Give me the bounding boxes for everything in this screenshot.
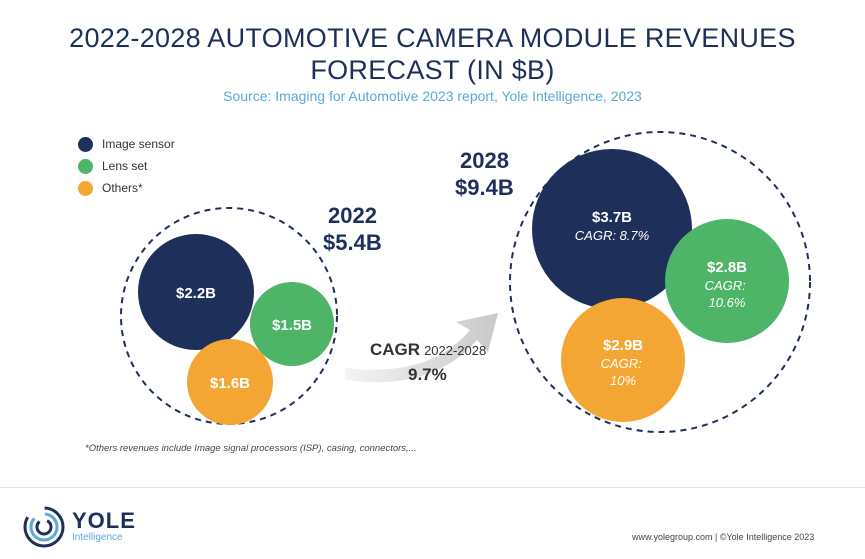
legend: Image sensor Lens set Others*: [78, 133, 175, 199]
footnote: *Others revenues include Image signal pr…: [85, 443, 417, 454]
overall-cagr-label: CAGR: [370, 340, 421, 359]
cagr-arrow: [345, 313, 498, 383]
footer-credits: www.yolegroup.com | ©Yole Intelligence 2…: [632, 532, 815, 542]
bubble-cagr-2028-lens-set: CAGR: 10.6%: [705, 278, 750, 310]
bubble-2022-lens-set: [250, 282, 334, 366]
yole-logo-icon: [23, 506, 65, 548]
bubble-label-2028-lens-set: $2.8B: [707, 259, 747, 276]
legend-dot-others: [78, 180, 93, 196]
bubble-cagr-2028-image-sensor: CAGR: 8.7%: [575, 228, 649, 243]
bubble-2028-others: [561, 298, 685, 422]
legend-item-lens-set: Lens set: [78, 155, 175, 177]
logo-name: YOLE: [72, 508, 136, 533]
bubble-label-2022-lens-set: $1.5B: [272, 317, 312, 334]
overall-cagr-value: 9.7%: [408, 365, 447, 384]
year-label-2022: 2022: [328, 203, 377, 228]
bubble-cagr-2028-others-line1: CAGR:: [601, 356, 643, 371]
bubble-cagr-2028-lens-set-line2: 10.6%: [709, 295, 746, 310]
bubble-label-2022-image-sensor: $2.2B: [176, 285, 216, 302]
group-outline-2028: [509, 131, 811, 433]
bubble-2028-lens-set: [665, 219, 789, 343]
logo-sub: Intelligence: [72, 532, 123, 543]
legend-dot-image-sensor: [78, 136, 93, 152]
bubble-2028-image-sensor: [532, 149, 692, 309]
total-label-2028: $9.4B: [455, 175, 514, 200]
footer-divider: [0, 487, 865, 488]
legend-label: Others*: [102, 181, 143, 195]
bubble-cagr-2028-lens-set-line1: CAGR:: [705, 278, 747, 293]
bubble-2022-image-sensor: [138, 234, 254, 350]
chart-subtitle: Source: Imaging for Automotive 2023 repo…: [223, 88, 642, 104]
total-label-2022: $5.4B: [323, 230, 382, 255]
bubble-2022-others: [187, 339, 273, 425]
overall-cagr: CAGR 2022-2028: [370, 340, 486, 360]
bubble-label-2022-others: $1.6B: [210, 375, 250, 392]
chart-title: 2022-2028 AUTOMOTIVE CAMERA MODULE REVEN…: [0, 22, 865, 86]
legend-label: Image sensor: [102, 137, 175, 151]
bubble-cagr-2028-others-line2: 10%: [610, 373, 636, 388]
chart-title-line2: FORECAST (IN $B): [310, 55, 555, 85]
legend-item-image-sensor: Image sensor: [78, 133, 175, 155]
legend-item-others: Others*: [78, 177, 175, 199]
bubble-cagr-2028-others: CAGR: 10%: [601, 356, 646, 388]
overall-cagr-period: 2022-2028: [424, 343, 487, 358]
legend-label: Lens set: [102, 159, 148, 173]
chart-title-line1: 2022-2028 AUTOMOTIVE CAMERA MODULE REVEN…: [69, 23, 796, 53]
bubble-label-2028-image-sensor: $3.7B: [592, 209, 632, 226]
bubble-label-2028-others: $2.9B: [603, 337, 643, 354]
year-label-2028: 2028: [460, 148, 509, 173]
legend-dot-lens-set: [78, 158, 93, 174]
yole-logo: YOLE Intelligence: [22, 505, 136, 549]
